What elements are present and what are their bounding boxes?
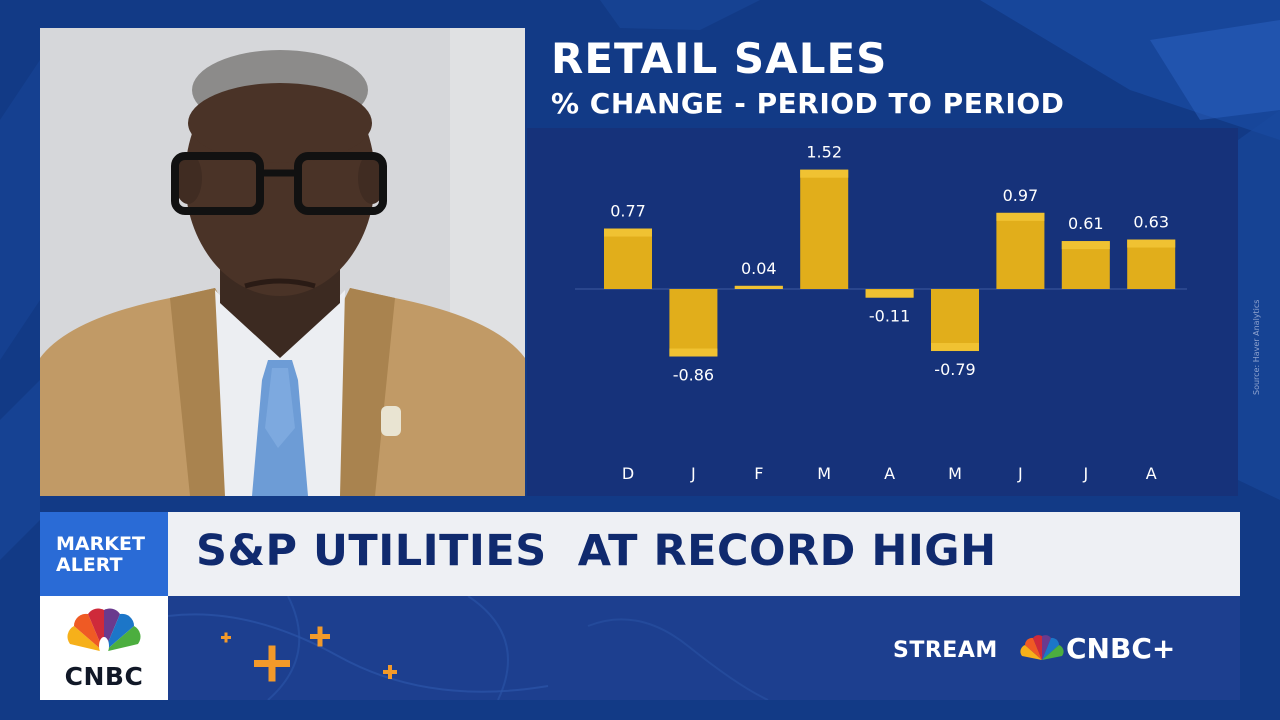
bar-highlight	[800, 169, 849, 178]
bar-group: -0.11 A	[865, 289, 914, 483]
source-note: Source: Haver Analytics	[1252, 299, 1261, 395]
x-tick-label: M	[948, 464, 962, 483]
x-tick-label: D	[622, 464, 634, 483]
bar-value-label: -0.79	[934, 360, 975, 379]
guest-video-feed	[40, 28, 525, 496]
headline-text: S&P UTILITIES AT RECORD HIGH	[196, 526, 997, 576]
bar-value-label: 0.63	[1133, 213, 1169, 232]
bar-chart: 0.77D-0.86J0.04F1.52M-0.11A-0.79M0.97J0.…	[575, 143, 1187, 483]
bottom-ticker-bar: STREAM CNBC+	[168, 596, 1240, 700]
cnbc-logo-text: CNBC	[64, 662, 144, 691]
bar	[800, 169, 849, 289]
bar-highlight	[604, 228, 652, 237]
bar-value-label: 0.77	[610, 202, 646, 221]
cnbc-plus-brand: CNBC+	[1066, 632, 1176, 665]
bar-highlight	[931, 343, 979, 352]
bar-value-label: -0.86	[673, 366, 714, 385]
bar-value-label: 1.52	[806, 143, 842, 162]
bar-highlight	[1127, 239, 1176, 248]
cnbc-logo: CNBC	[40, 596, 168, 700]
bar-value-label: 0.61	[1068, 214, 1104, 233]
peacock-small-icon	[1020, 635, 1064, 660]
bar-group: -0.79 M	[931, 289, 979, 483]
alert-label-line1: MARKET	[56, 533, 145, 555]
x-tick-label: J	[1082, 464, 1088, 483]
x-tick-label: J	[690, 464, 696, 483]
bar-highlight	[865, 289, 914, 298]
market-alert-badge: MARKET ALERT	[40, 512, 168, 596]
bar-group: 1.52 M	[800, 143, 849, 483]
bar-highlight	[734, 285, 783, 289]
decorative-plus-pattern	[168, 596, 769, 700]
bar-value-label: 0.04	[741, 259, 777, 278]
x-tick-label: A	[884, 464, 895, 483]
bar	[604, 228, 652, 289]
bar-group: 0.97 J	[996, 186, 1045, 483]
bar	[931, 289, 979, 352]
peacock-logo-icon	[67, 608, 141, 655]
x-tick-label: A	[1146, 464, 1157, 483]
plus-sign-icon	[221, 626, 397, 682]
bar-group: 0.61 J	[1061, 214, 1110, 483]
bar-value-label: -0.11	[869, 307, 910, 326]
chart-panel: 0.77 D -0.86 J 0.04 F 1.52 M -0.11 A -0.79 M 0.97 J 0.…	[527, 128, 1238, 496]
chart-title: RETAIL SALES	[551, 34, 888, 83]
alert-label-line2: ALERT	[56, 554, 123, 576]
bar	[996, 212, 1045, 289]
bar-highlight	[669, 348, 718, 357]
bar-group: 0.04 F	[734, 259, 783, 483]
chart-subtitle: % CHANGE - PERIOD TO PERIOD	[551, 87, 1065, 120]
bar-group: 0.63 A	[1127, 213, 1176, 483]
bar-group: -0.86 J	[669, 289, 718, 483]
x-tick-label: F	[754, 464, 763, 483]
bar	[1127, 239, 1176, 289]
bar-group: 0.77 D	[604, 202, 652, 483]
x-tick-label: J	[1017, 464, 1023, 483]
guest-person-image	[40, 28, 525, 496]
bar-highlight	[1061, 241, 1110, 250]
stream-label: STREAM	[893, 638, 998, 663]
bar-highlight	[996, 212, 1045, 221]
bar-value-label: 0.97	[1003, 186, 1039, 205]
headline-bar: S&P UTILITIES AT RECORD HIGH	[168, 512, 1240, 596]
x-tick-label: M	[817, 464, 831, 483]
bar	[669, 289, 718, 357]
